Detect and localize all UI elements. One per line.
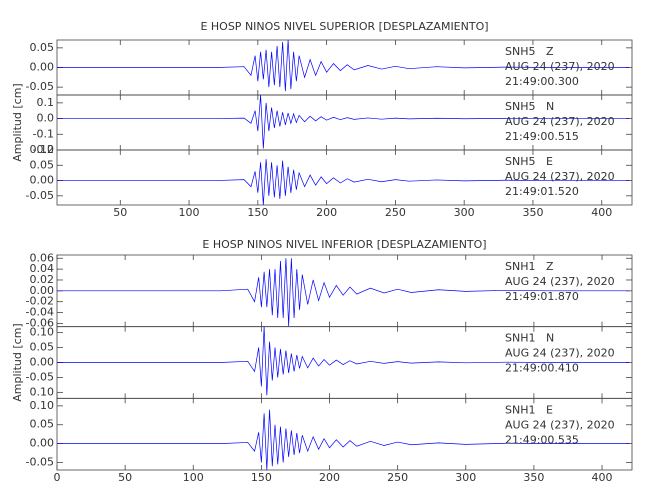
waveform [57, 95, 630, 149]
trace-date: AUG 24 (237), 2020 [505, 418, 615, 431]
x-tick-label: 150 [251, 471, 272, 484]
x-tick-label: 400 [592, 471, 613, 484]
x-tick-label: 150 [247, 206, 268, 219]
trace-time: 21:49:00.535 [505, 433, 579, 446]
y-tick-label: 0.05 [30, 418, 55, 431]
waveform [57, 326, 630, 396]
trace-time: 21:49:00.300 [505, 75, 579, 88]
waveform [57, 159, 630, 205]
y-tick-label: 0.05 [30, 41, 55, 54]
y-tick-label: -0.04 [26, 306, 54, 319]
y-tick-label: 0.06 [30, 251, 55, 264]
trace-date: AUG 24 (237), 2020 [505, 60, 615, 73]
x-tick-label: 200 [319, 471, 340, 484]
x-tick-label: 350 [522, 206, 543, 219]
trace-time: 21:49:00.515 [505, 130, 579, 143]
trace-name: SNH1 Z [505, 260, 554, 273]
x-tick-label: 250 [387, 471, 408, 484]
trace-date: AUG 24 (237), 2020 [505, 347, 615, 360]
x-tick-label: 250 [385, 206, 406, 219]
y-tick-label: 0.00 [30, 356, 55, 369]
y-tick-label: 0.04 [30, 262, 55, 275]
trace-name: SNH5 N [505, 100, 554, 113]
y-tick-label: 0.00 [30, 61, 55, 74]
x-tick-label: 300 [454, 206, 475, 219]
y-tick-label: 0.02 [30, 273, 55, 286]
x-tick-label: 100 [179, 206, 200, 219]
trace-name: SNH1 N [505, 332, 554, 345]
y-tick-label: 0.05 [30, 341, 55, 354]
trace-name: SNH5 E [505, 155, 553, 168]
panel-frame [56, 397, 633, 471]
waveform [57, 258, 630, 327]
trace-date: AUG 24 (237), 2020 [505, 170, 615, 183]
chart-title: E HOSP NINOS NIVEL SUPERIOR [DESPLAZAMIE… [200, 20, 488, 33]
y-axis-label: Amplitud [cm] [11, 323, 24, 401]
waveform [57, 40, 630, 92]
y-tick-label: -0.1 [33, 127, 54, 140]
y-tick-label: -0.02 [26, 295, 54, 308]
y-tick-label: 0.10 [30, 399, 55, 412]
y-tick-label: 0.00 [30, 284, 55, 297]
y-axis-label: Amplitud [cm] [11, 83, 24, 161]
trace-time: 21:49:01.520 [505, 185, 579, 198]
chart-title: E HOSP NINOS NIVEL INFERIOR [DESPLAZAMIE… [202, 238, 486, 251]
x-tick-label: 400 [591, 206, 612, 219]
y-tick-label: 0.0 [37, 112, 55, 125]
y-tick-label: -0.2 [33, 143, 54, 156]
y-tick-label: -0.06 [26, 316, 54, 329]
y-tick-label: -0.05 [26, 370, 54, 383]
x-tick-label: 50 [118, 471, 132, 484]
y-tick-label: 0.1 [37, 96, 55, 109]
y-tick-label: -0.05 [26, 80, 54, 93]
panel-frame [56, 149, 633, 206]
x-tick-label: 300 [455, 471, 476, 484]
y-tick-label: 0.05 [30, 158, 55, 171]
y-tick-label: -0.05 [26, 455, 54, 468]
trace-date: AUG 24 (237), 2020 [505, 275, 615, 288]
y-tick-label: 0.10 [30, 385, 55, 398]
y-tick-label: 0.10 [30, 143, 55, 156]
y-tick-label: 0.10 [30, 326, 55, 339]
trace-time: 21:49:00.410 [505, 362, 579, 375]
trace-name: SNH1 E [505, 403, 553, 416]
trace-name: SNH5 Z [505, 45, 554, 58]
x-tick-label: 200 [316, 206, 337, 219]
x-tick-label: 50 [113, 206, 127, 219]
trace-time: 21:49:01.870 [505, 290, 579, 303]
y-tick-label: 0.00 [30, 437, 55, 450]
waveform [57, 409, 630, 471]
y-tick-label: -0.05 [26, 189, 54, 202]
y-tick-label: 0.00 [30, 174, 55, 187]
x-tick-label: 100 [183, 471, 204, 484]
x-tick-label: 350 [523, 471, 544, 484]
x-tick-label: 0 [54, 471, 61, 484]
trace-date: AUG 24 (237), 2020 [505, 115, 615, 128]
